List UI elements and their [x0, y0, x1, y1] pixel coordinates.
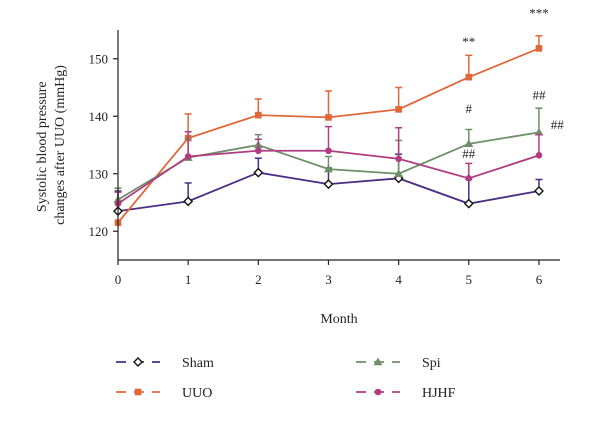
x-tick-label: 6 [536, 272, 543, 287]
x-tick-label: 3 [325, 272, 332, 287]
point-uuo [465, 73, 473, 81]
legend-label-sham: Sham [182, 356, 214, 371]
point-uuo [255, 111, 262, 119]
series-hjhf [114, 125, 543, 207]
point-sham [183, 196, 194, 207]
x-tick-label: 5 [466, 272, 473, 287]
significance-marker: ** [462, 34, 475, 49]
plot-area: *****####### [113, 5, 565, 226]
point-sham [253, 167, 264, 178]
legend-item-spi: Spi [356, 356, 441, 371]
point-hjhf [465, 175, 473, 182]
legend-item-sham: Sham [116, 356, 214, 371]
point-uuo [325, 114, 332, 121]
point-spi [394, 169, 404, 177]
point-hjhf [184, 153, 192, 160]
y-tick-label: 120 [89, 224, 109, 239]
point-sham [533, 186, 544, 196]
legend-marker-hjhf [374, 388, 382, 396]
point-sham [463, 198, 474, 209]
point-uuo [535, 45, 543, 52]
legend: Sham Spi UUO HJHF [116, 356, 456, 401]
y-axis-title: Systolic blood pressure changes after UU… [35, 65, 68, 225]
significance-marker: ## [551, 117, 565, 132]
significance-marker: ## [462, 146, 476, 161]
y-tick-label: 140 [89, 109, 109, 124]
point-hjhf [325, 147, 332, 155]
significance-marker: *** [529, 5, 549, 20]
legend-marker-uuo [134, 388, 142, 396]
point-spi [534, 127, 544, 136]
legend-label-hjhf: HJHF [422, 386, 456, 401]
legend-marker-sham [133, 357, 143, 367]
x-axis-title: Month [320, 312, 357, 327]
y-axis-ticks: 120 130 140 150 [89, 51, 118, 239]
significance-marker: ## [532, 88, 546, 103]
legend-item-uuo: UUO [116, 386, 212, 401]
y-axis-title-line-2: changes after UUO (mmHg) [53, 65, 68, 225]
point-spi [464, 139, 474, 148]
point-spi [323, 164, 333, 173]
legend-label-uuo: UUO [182, 386, 212, 401]
x-tick-label: 4 [395, 272, 402, 287]
legend-label-spi: Spi [422, 356, 441, 371]
x-tick-label: 0 [115, 272, 122, 287]
point-sham [323, 179, 334, 190]
point-hjhf [535, 152, 543, 159]
significance-marker: # [466, 101, 473, 116]
x-tick-label: 2 [255, 272, 262, 287]
y-tick-label: 150 [89, 51, 109, 66]
x-tick-label: 1 [185, 272, 192, 287]
y-tick-label: 130 [89, 166, 109, 181]
point-hjhf [255, 147, 262, 155]
x-axis-ticks: 0 1 2 3 4 5 6 [115, 260, 543, 287]
legend-item-hjhf: HJHF [356, 386, 456, 401]
point-uuo [395, 106, 402, 113]
point-hjhf [395, 155, 402, 163]
y-axis-title-line-1: Systolic blood pressure [35, 81, 50, 212]
legend-marker-spi [373, 357, 383, 366]
